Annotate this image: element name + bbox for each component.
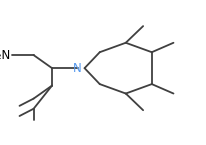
Text: H₂N: H₂N	[0, 49, 11, 62]
Text: N: N	[73, 62, 82, 75]
